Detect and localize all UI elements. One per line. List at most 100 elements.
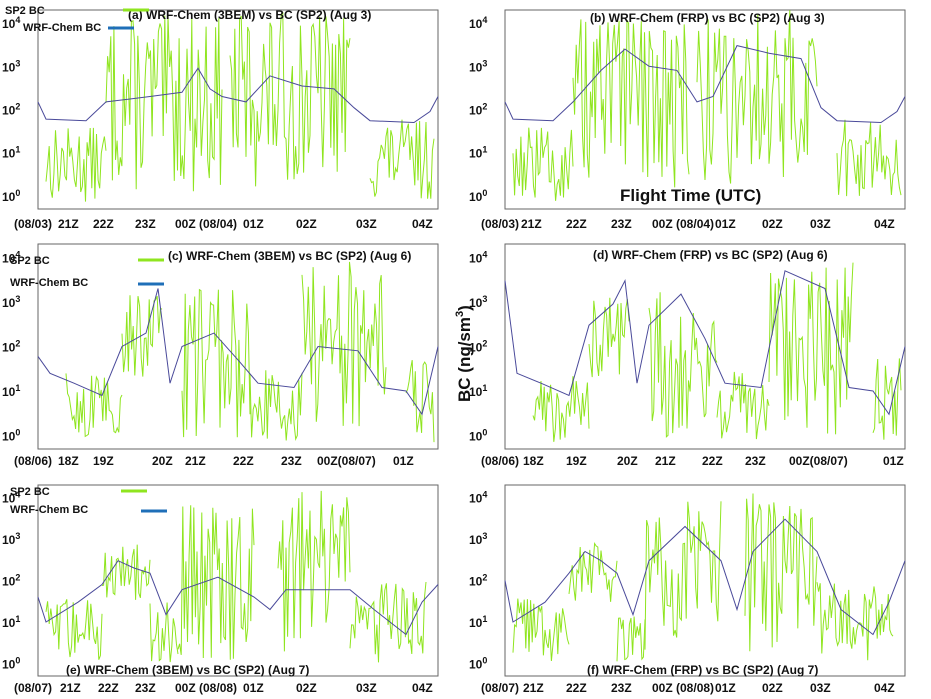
x-tick-label: 02Z [762, 681, 783, 695]
x-tick-label: 01Z [393, 454, 414, 468]
x-tick-label: 23Z [745, 454, 766, 468]
sp2-bc-segment [369, 119, 435, 199]
sp2-bc-segment [45, 599, 103, 660]
sp2-bc-segment [45, 127, 107, 202]
y-tick-label: 102 [469, 573, 487, 589]
panel-title: (c) WRF-Chem (3BEM) vs BC (SP2) (Aug 6) [168, 249, 411, 263]
x-tick-label: 03Z [356, 217, 377, 231]
panel-c: 104 103 102 101 100 (c) WRF-Chem (3BEM) vs BC… [2, 243, 439, 468]
x-tick-label: 21Z [655, 454, 676, 468]
x-tick-label: (08/07) [481, 681, 519, 695]
wrf-chem-bc-line [504, 270, 906, 416]
sp2-bc-segment [301, 261, 387, 427]
y-tick-label: 103 [2, 531, 20, 547]
y-tick-label: 101 [2, 145, 20, 161]
x-tick-label: (08/06) [481, 454, 519, 468]
y-tick-label: 102 [2, 573, 20, 589]
y-tick-label: 102 [2, 102, 20, 118]
plot-frame [504, 484, 906, 677]
y-tick-label: 101 [2, 614, 20, 630]
x-tick-label: 20Z [152, 454, 173, 468]
sp2-bc-segment [249, 370, 303, 442]
sp2-bc-segment [816, 582, 894, 661]
x-tick-label: 22Z [702, 454, 723, 468]
sp2-bc-segment [177, 505, 255, 660]
y-tick-label: 103 [469, 58, 487, 74]
x-tick-label: 22Z [566, 217, 587, 231]
x-tick-label: 01Z [243, 217, 264, 231]
y-tick-label: 102 [469, 339, 487, 355]
sp2-bc-segment [836, 119, 902, 197]
panel-e: 104 103 102 101 100 (e) WRF-Chem (3BEM) vs BC… [2, 484, 439, 695]
x-tick-label: 02Z [296, 217, 317, 231]
legend-sp2-label: SP2 BC [10, 486, 50, 498]
x-tick-label: 00Z (08/08) [652, 681, 714, 695]
x-tick-label: 00Z (08/04) [652, 217, 714, 231]
x-tick-label: 18Z [58, 454, 79, 468]
panel-b: 104 103 102 101 100 (b) WRF-Chem (FRP) vs BC … [469, 9, 906, 231]
x-tick-label: 23Z [135, 681, 156, 695]
sp2-bc-segment [572, 19, 690, 188]
x-tick-label: 23Z [611, 217, 632, 231]
panel-title: (b) WRF-Chem (FRP) vs BC (SP2) (Aug 3) [590, 11, 825, 25]
sp2-bc-segment [588, 297, 630, 378]
x-tick-label: 20Z [617, 454, 638, 468]
sp2-bc-segment [568, 541, 618, 602]
x-tick-label: 22Z [566, 681, 587, 695]
x-tick-label: 22Z [93, 217, 114, 231]
x-tick-label: 19Z [566, 454, 587, 468]
x-tick-label: 21Z [60, 681, 81, 695]
y-tick-label: 104 [2, 15, 20, 31]
y-tick-label: 101 [469, 383, 487, 399]
x-tick-label: 00Z(08/07) [317, 454, 376, 468]
sp2-bc-segment [696, 10, 818, 184]
y-tick-label: 100 [2, 656, 20, 672]
sp2-bc-segment [149, 602, 179, 663]
legend-model-label: WRF-Chem BC [10, 504, 88, 516]
y-tick-label: 101 [469, 145, 487, 161]
sp2-bc-segment [744, 493, 818, 652]
x-tick-label: 21Z [58, 217, 79, 231]
y-tick-label: 100 [469, 188, 487, 204]
x-tick-label: (08/07) [14, 681, 52, 695]
x-tick-label: 00Z (08/04) [175, 217, 237, 231]
x-tick-label: 00Z (08/08) [175, 681, 237, 695]
x-tick-label: 04Z [874, 217, 895, 231]
x-tick-label: 21Z [523, 681, 544, 695]
y-tick-label: 104 [2, 249, 20, 265]
sp2-bc-segment [648, 292, 718, 438]
x-tick-label: 01Z [715, 681, 736, 695]
panel-title: (d) WRF-Chem (FRP) vs BC (SP2) (Aug 6) [593, 248, 828, 262]
x-tick-label: 04Z [412, 217, 433, 231]
sp2-bc-segment [768, 262, 854, 435]
y-tick-label: 100 [469, 656, 487, 672]
sp2-bc-segment [277, 490, 351, 652]
legend-model-label: WRF-Chem BC [23, 22, 101, 34]
x-tick-label: 23Z [281, 454, 302, 468]
panel-title: (e) WRF-Chem (3BEM) vs BC (SP2) (Aug 7) [66, 663, 309, 677]
x-tick-label: (08/06) [14, 454, 52, 468]
wrf-chem-bc-line [504, 45, 906, 124]
x-tick-label: 03Z [356, 681, 377, 695]
y-tick-label: 104 [469, 489, 487, 505]
x-tick-label: 22Z [98, 681, 119, 695]
legend-sp2-label: SP2 BC [10, 255, 50, 267]
y-tick-label: 101 [2, 383, 20, 399]
x-tick-label: 22Z [233, 454, 254, 468]
x-tick-label: 02Z [762, 217, 783, 231]
sp2-bc-segment [105, 15, 223, 192]
y-tick-label: 103 [469, 294, 487, 310]
wrf-chem-bc-line [37, 67, 439, 124]
y-tick-label: 104 [469, 15, 487, 31]
wrf-chem-bc-line [504, 518, 906, 636]
x-tick-label: 21Z [185, 454, 206, 468]
sp2-bc-segment [349, 581, 427, 663]
y-tick-label: 103 [469, 531, 487, 547]
y-axis-label: BC (ng/sm3) [454, 305, 474, 402]
y-tick-label: 100 [2, 188, 20, 204]
x-tick-label: 01Z [883, 454, 904, 468]
x-tick-label: 02Z [296, 681, 317, 695]
y-tick-label: 103 [2, 58, 20, 74]
panel-f: 104 103 102 101 100 (f) WRF-Chem (FRP) vs BC … [469, 484, 906, 695]
